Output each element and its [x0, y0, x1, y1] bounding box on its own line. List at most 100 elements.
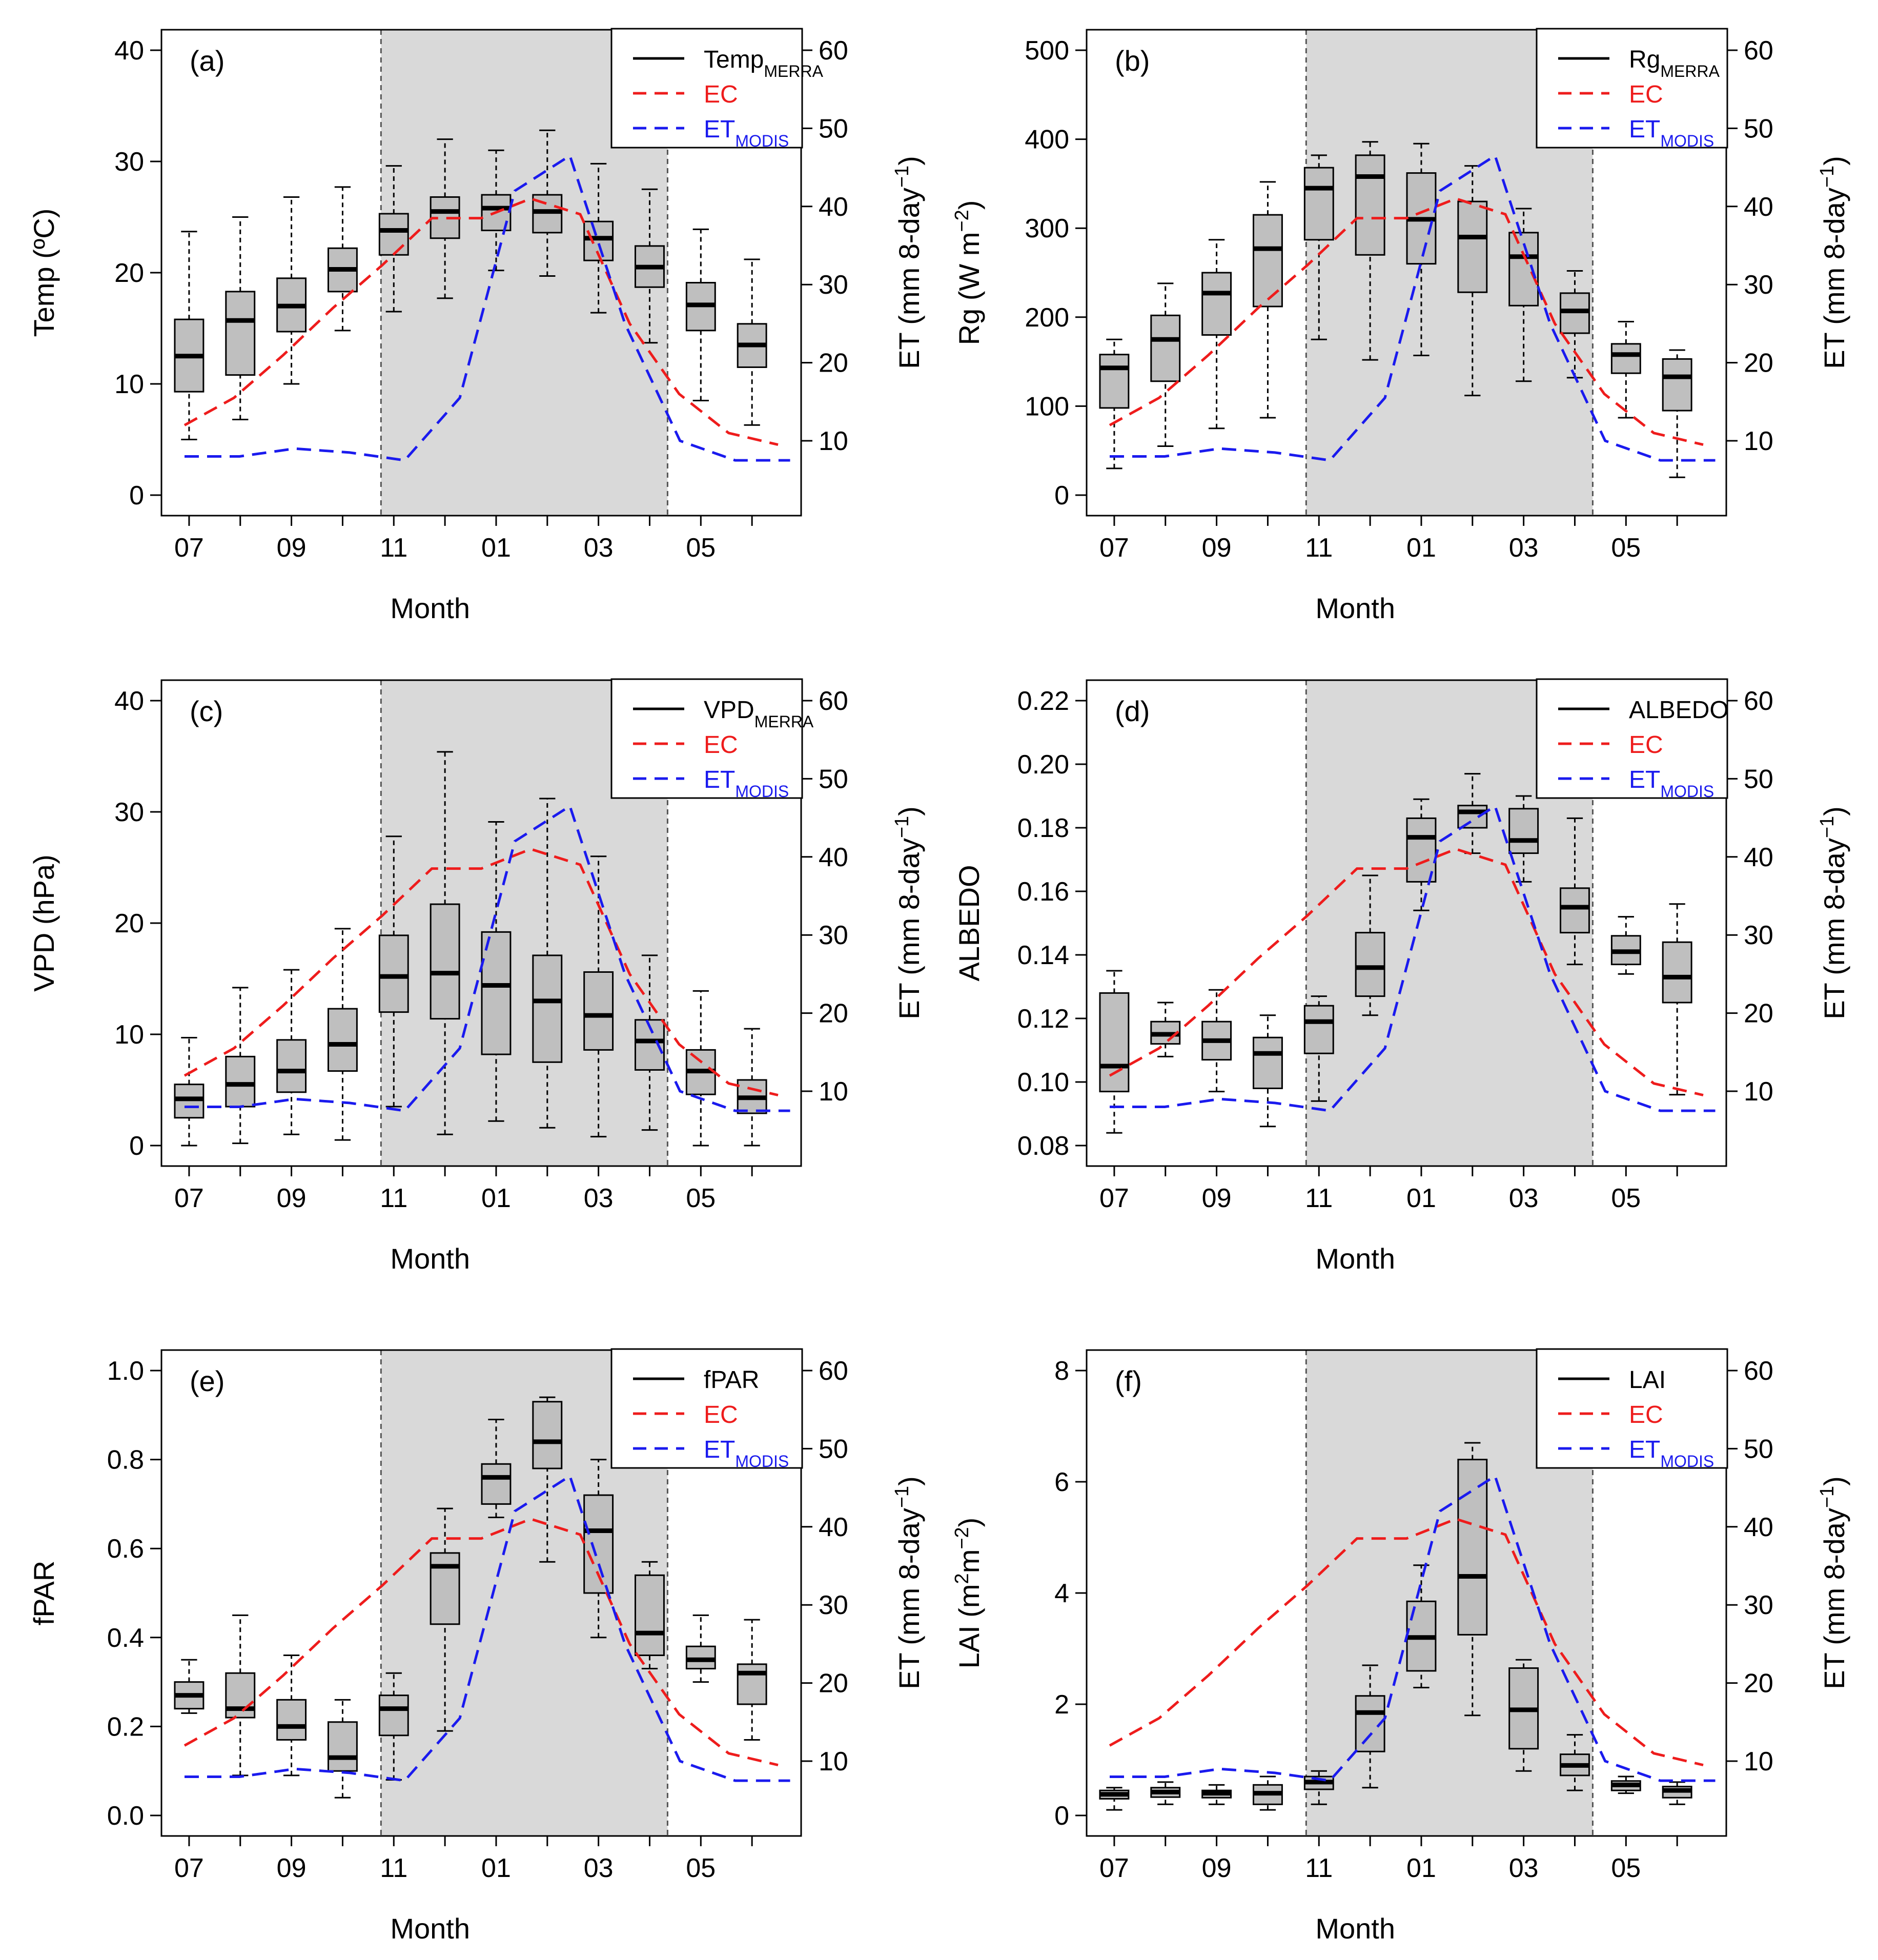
box-iqr: [327, 1721, 358, 1772]
et-tick-label: 40: [819, 192, 848, 222]
boxplot-07: [174, 1659, 205, 1714]
x-axis-title: Month: [1315, 1912, 1395, 1945]
boxplot-01: [481, 821, 512, 1122]
panel-d: 0.08 0.10 0.12 0.14 0.16 0.18 0.20 0.22 10 20 30 40…: [953, 678, 1850, 1275]
panel-b: 0 100 200 300 400 500 10 20 30 40 50 60 07 09 11 01 03 05…: [951, 28, 1850, 624]
boxplot-07: [174, 1037, 205, 1147]
et-tick-label: 60: [1744, 36, 1773, 66]
boxplot-07: [1099, 1787, 1130, 1811]
boxplot-05: [1610, 1775, 1641, 1794]
box-iqr: [1150, 314, 1181, 382]
panel-a: 0 10 20 30 40 10 20 30 40 50 60 07 09 11 01 03 05 Month Te…: [28, 28, 925, 624]
legend-label-base: LAI: [1629, 1366, 1666, 1394]
y-axis-title-sup: 2: [951, 1573, 973, 1584]
boxplot-09: [1201, 989, 1232, 1093]
et-axis-title-sup: −1: [891, 1486, 913, 1508]
box-iqr: [1303, 1005, 1334, 1054]
boxplot-08: [225, 216, 256, 420]
y-tick-label: 10: [114, 370, 144, 399]
plot-frame: [1086, 29, 1727, 517]
boxplot-09: [1201, 239, 1232, 430]
et-axis-title-sup: −1: [891, 816, 913, 838]
x-tick-label: 01: [1406, 1183, 1436, 1213]
x-tick-label: 11: [1305, 1853, 1333, 1883]
ec-line: [183, 197, 779, 446]
panel-label: (b): [1115, 45, 1150, 77]
legend-label: EC: [704, 731, 738, 759]
et-tick-label: 60: [819, 36, 848, 66]
boxplot-09: [1201, 1784, 1232, 1805]
y-axis-title-text: Rg (W m: [953, 232, 985, 345]
y-axis-title: Temp (ºC): [28, 209, 60, 337]
y-axis-title-sup2: −2: [951, 1527, 973, 1549]
y-axis-title: VPD (hPa): [28, 854, 60, 992]
legend-label-sub: MERRA: [754, 712, 814, 731]
box-iqr: [378, 1694, 409, 1737]
x-tick-label: 11: [380, 1853, 407, 1883]
legend-label: VPDMERRA: [704, 697, 814, 731]
boxplot-09: [276, 196, 307, 385]
y-tick-label: 2: [1054, 1690, 1069, 1720]
panel-label: (f): [1115, 1365, 1142, 1397]
et-tick-label: 20: [819, 1669, 848, 1699]
et-modis-line: [185, 1474, 790, 1782]
box-iqr: [1457, 1459, 1488, 1636]
boxplot-04: [635, 1561, 665, 1670]
y-tick-label: 20: [114, 258, 144, 288]
x-tick-label: 01: [481, 1853, 511, 1883]
box-iqr: [481, 931, 512, 1055]
et-axis-title: ET (mm 8-day−1): [1816, 1476, 1850, 1689]
boxplot-04: [1560, 1734, 1590, 1791]
boxplot-08: [225, 1614, 256, 1777]
legend-label: LAI: [1629, 1366, 1666, 1394]
boxplot-04: [635, 188, 665, 344]
boxplot-11: [1303, 995, 1334, 1102]
legend-label-sub: MODIS: [1660, 1452, 1714, 1471]
legend-label: ETMODIS: [704, 1436, 789, 1471]
plot-frame: [1086, 679, 1727, 1167]
panel-c: 0 10 20 30 40 10 20 30 40 50 60 07 09 11 01 03 05 Month VP…: [28, 678, 925, 1275]
et-axis-title-text: ET (mm 8-day: [1818, 188, 1850, 369]
legend-label-base: VPD: [704, 697, 754, 724]
box-iqr: [1508, 808, 1539, 854]
y-tick-label: 0.16: [1017, 877, 1069, 907]
y-tick-label: 0.8: [107, 1445, 144, 1475]
boxplot-12: [1355, 874, 1385, 1016]
boxplot-06: [1662, 903, 1692, 1096]
x-tick-label: 01: [481, 533, 511, 563]
et-tick-label: 60: [1744, 1356, 1773, 1386]
legend: fPAR EC ETMODIS: [610, 1348, 803, 1471]
box-iqr: [1662, 941, 1692, 1004]
boxplot-10: [327, 928, 358, 1141]
boxplot-01: [1406, 1564, 1437, 1688]
y-tick-label: 0.18: [1017, 813, 1069, 843]
et-tick-label: 50: [819, 1434, 848, 1464]
boxplot-08: [1150, 282, 1181, 447]
x-tick-label: 09: [277, 1183, 307, 1213]
boxplot-06: [1662, 349, 1692, 478]
boxplot-12: [1355, 141, 1385, 361]
x-tick-label: 03: [1509, 1183, 1539, 1213]
et-tick-label: 50: [1744, 114, 1773, 144]
x-tick-label: 01: [1406, 533, 1436, 563]
et-modis-line: [1110, 804, 1716, 1112]
legend-label-base: EC: [1629, 731, 1663, 759]
x-tick-label: 01: [1406, 1853, 1436, 1883]
y-tick-label: 200: [1025, 303, 1069, 333]
boxplot-07: [1099, 338, 1130, 469]
y-tick-label: 30: [114, 147, 144, 177]
legend-label: EC: [704, 81, 738, 108]
et-tick-label: 10: [1744, 1077, 1773, 1107]
panel-label: (e): [190, 1365, 224, 1397]
et-tick-label: 40: [819, 1513, 848, 1542]
x-axis-title: Month: [390, 592, 470, 624]
et-tick-label: 30: [1744, 270, 1773, 300]
boxplot-11: [378, 165, 409, 313]
legend-label-base: fPAR: [704, 1366, 759, 1394]
boxplot-02: [1457, 1442, 1488, 1717]
y-tick-label: 0: [129, 481, 144, 511]
legend-label-sub: MODIS: [735, 1452, 789, 1471]
x-tick-label: 03: [584, 1183, 614, 1213]
y-tick-label: 0.2: [107, 1712, 144, 1742]
